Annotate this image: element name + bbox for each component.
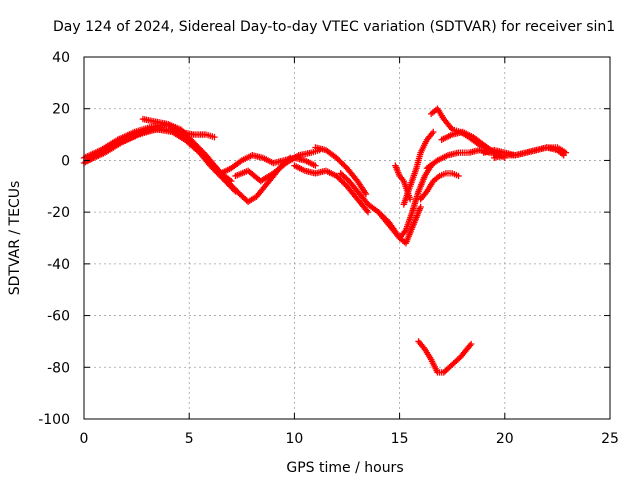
chart-title: Day 124 of 2024, Sidereal Day-to-day VTE… (53, 19, 615, 35)
series-track-8 (291, 162, 372, 216)
data-point (467, 340, 475, 348)
plot-frame (83, 56, 611, 420)
x-tick-label: 0 (80, 431, 89, 447)
y-tick-label: 40 (52, 50, 70, 66)
grid-layer (84, 57, 610, 419)
series-track-11 (375, 162, 435, 242)
data-point (364, 208, 372, 216)
series-track-9 (312, 144, 370, 198)
y-tick-label: -60 (47, 309, 70, 325)
y-tick-label: -100 (38, 412, 70, 428)
x-axis-label: GPS time / hours (286, 460, 403, 476)
y-axis-label: SDTVAR / TECUs (7, 181, 23, 296)
data-point (363, 207, 371, 214)
data-point (455, 172, 462, 180)
data-point (211, 133, 218, 141)
x-tick-label: 5 (185, 431, 194, 447)
data-point (312, 162, 319, 169)
y-tick-label: -20 (47, 205, 70, 221)
y-tick-label: -40 (47, 257, 70, 273)
data-point (362, 190, 370, 198)
axis-ticks: 0 5 10 15 20 25 -100 -80 -60 -40 -20 0 20 40 (38, 50, 619, 447)
data-point (417, 203, 424, 211)
series-track-20 (415, 338, 475, 376)
series-track-13 (392, 162, 414, 203)
y-tick-label: 20 (52, 102, 70, 118)
data-point (406, 196, 414, 203)
series-track-4 (139, 115, 218, 141)
series-track-14 (417, 170, 462, 203)
series-track-17 (438, 128, 508, 162)
series-track-5 (217, 152, 319, 177)
data-point (447, 124, 455, 132)
data-point (562, 149, 570, 156)
data-point (466, 342, 474, 349)
y-tick-label: 0 (61, 153, 70, 169)
x-tick-label: 10 (285, 431, 303, 447)
x-tick-label: 15 (391, 431, 409, 447)
series-track-19 (491, 144, 570, 162)
y-tick-label: -80 (47, 360, 70, 376)
data-point (430, 128, 437, 136)
series-track-7 (232, 146, 323, 185)
x-tick-label: 20 (496, 431, 514, 447)
points-layer (80, 105, 570, 376)
x-tick-label: 25 (601, 431, 619, 447)
